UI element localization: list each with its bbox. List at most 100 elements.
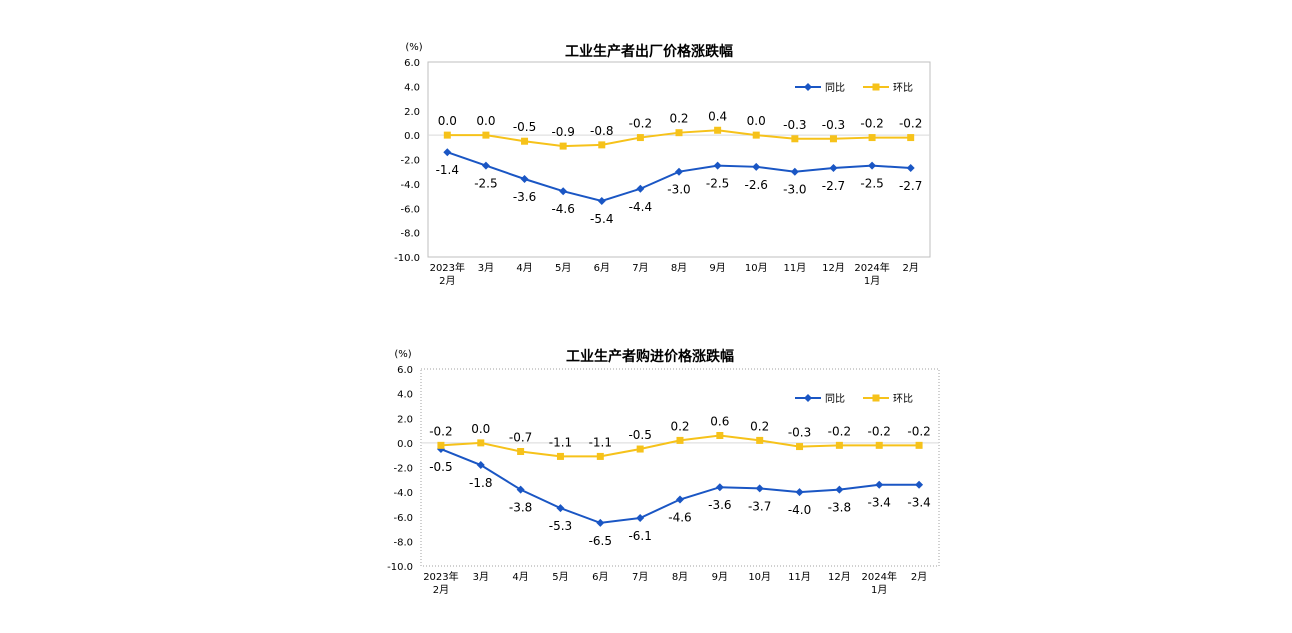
x-tick-label: 4月 [516,262,532,274]
data-label: -1.1 [549,435,572,449]
x-tick-label: 3月 [473,571,489,583]
data-label: -1.4 [436,163,459,177]
x-tick-label: 2024年 1月 [862,570,897,596]
data-point [868,134,876,142]
data-label: -1.1 [589,435,612,449]
x-tick-label-line: 2023年 [423,570,458,583]
x-tick-label-line: 11月 [788,571,811,583]
data-label: -6.1 [628,529,651,543]
x-tick-label-line: 10月 [745,262,768,274]
x-tick-label-line: 1月 [864,275,880,287]
data-label: 0.2 [670,419,689,433]
data-label: -3.8 [509,501,532,515]
series-mom: -0.2 0.0 -0.7 -1.1 -1.1 -0.5 0.2 0.6 0.2 -0.3 -0.2… [429,414,931,460]
data-label: -3.6 [513,190,536,204]
x-tick-label-line: 2023年 [430,261,465,274]
data-point [437,441,445,449]
x-tick-label: 7月 [632,262,648,274]
data-point [521,137,529,145]
data-point [516,485,525,494]
data-point [716,431,724,439]
legend: 同比 环比 [795,82,913,94]
data-label: -5.4 [590,212,613,226]
data-label: -0.2 [629,117,652,131]
data-point [443,131,451,139]
x-tick-label-line: 2024年 [854,261,889,274]
data-label: -0.2 [860,117,883,131]
x-tick-label-line: 10月 [748,571,771,583]
data-point [835,485,844,494]
legend: 同比 环比 [795,393,913,405]
x-tick-label: 6月 [592,571,608,583]
data-point [517,447,525,455]
data-label: -0.5 [429,460,452,474]
y-tick-label: 0.0 [404,131,420,142]
data-point [477,439,485,447]
legend-label: 环比 [893,82,913,94]
x-tick-label: 12月 [828,571,851,583]
x-tick-label: 9月 [712,571,728,583]
data-point [636,445,644,453]
data-point [476,461,485,470]
data-point [714,126,722,134]
x-tick-label-line: 2月 [903,262,919,274]
x-tick-label: 4月 [512,571,528,583]
data-point [676,436,684,444]
legend-label: 同比 [825,393,845,405]
data-label: -4.4 [629,200,652,214]
data-point [675,129,683,137]
data-point [795,488,804,497]
data-point [906,164,915,173]
legend-marker [872,394,880,402]
data-label: -4.6 [551,202,574,216]
x-tick-label-line: 4月 [516,262,532,274]
x-tick-label: 3月 [478,262,494,274]
x-tick-label: 8月 [671,262,687,274]
series-yoy: -0.5 -1.8 -3.8 -5.3 -6.5 -6.1 -4.6 -3.6 -3.7 -4.0… [429,445,931,548]
data-label: -0.2 [899,117,922,131]
x-tick-label-line: 7月 [632,262,648,274]
data-point [559,142,567,150]
data-label: 0.0 [438,114,457,128]
data-point [636,513,645,522]
data-point [715,483,724,492]
x-tick-label-line: 4月 [512,571,528,583]
x-tick-label: 8月 [672,571,688,583]
x-tick-label: 2024年 1月 [854,261,889,287]
data-point [790,167,799,176]
x-tick-label-line: 1月 [871,584,887,596]
data-point [596,518,605,527]
y-tick-label: -2.0 [393,464,413,475]
chart-title: 工业生产者购进价格涨跌幅 [566,348,734,365]
data-point [791,135,799,143]
data-label: -3.8 [828,501,851,515]
x-tick-label-line: 9月 [712,571,728,583]
data-label: 0.4 [708,109,727,123]
data-point [443,148,452,157]
data-point [907,134,915,142]
x-tick-label-line: 9月 [709,262,725,274]
series-yoy: -1.4 -2.5 -3.6 -4.6 -5.4 -4.4 -3.0 -2.5 -2.6 -3.0… [436,148,922,226]
y-tick-label: -6.0 [400,204,420,215]
data-label: -2.5 [860,177,883,191]
x-tick-label-line: 7月 [632,571,648,583]
legend-marker [804,83,812,91]
legend-label: 同比 [825,82,845,94]
data-label: 0.6 [710,414,729,428]
x-tick-label: 10月 [748,571,771,583]
legend-marker [804,394,812,402]
data-point [756,436,764,444]
y-axis-unit: (%) [405,42,422,53]
x-tick-label-line: 2月 [433,584,449,596]
data-point [675,167,683,176]
data-label: -0.5 [513,120,536,134]
x-tick-label: 11月 [783,262,806,274]
data-label: -2.6 [745,178,768,192]
data-label: 0.0 [471,422,490,436]
data-point [829,164,838,173]
y-axis-unit: (%) [394,349,411,360]
x-tick-label-line: 12月 [828,571,851,583]
x-tick-label: 2月 [911,571,927,583]
data-point [752,131,760,139]
